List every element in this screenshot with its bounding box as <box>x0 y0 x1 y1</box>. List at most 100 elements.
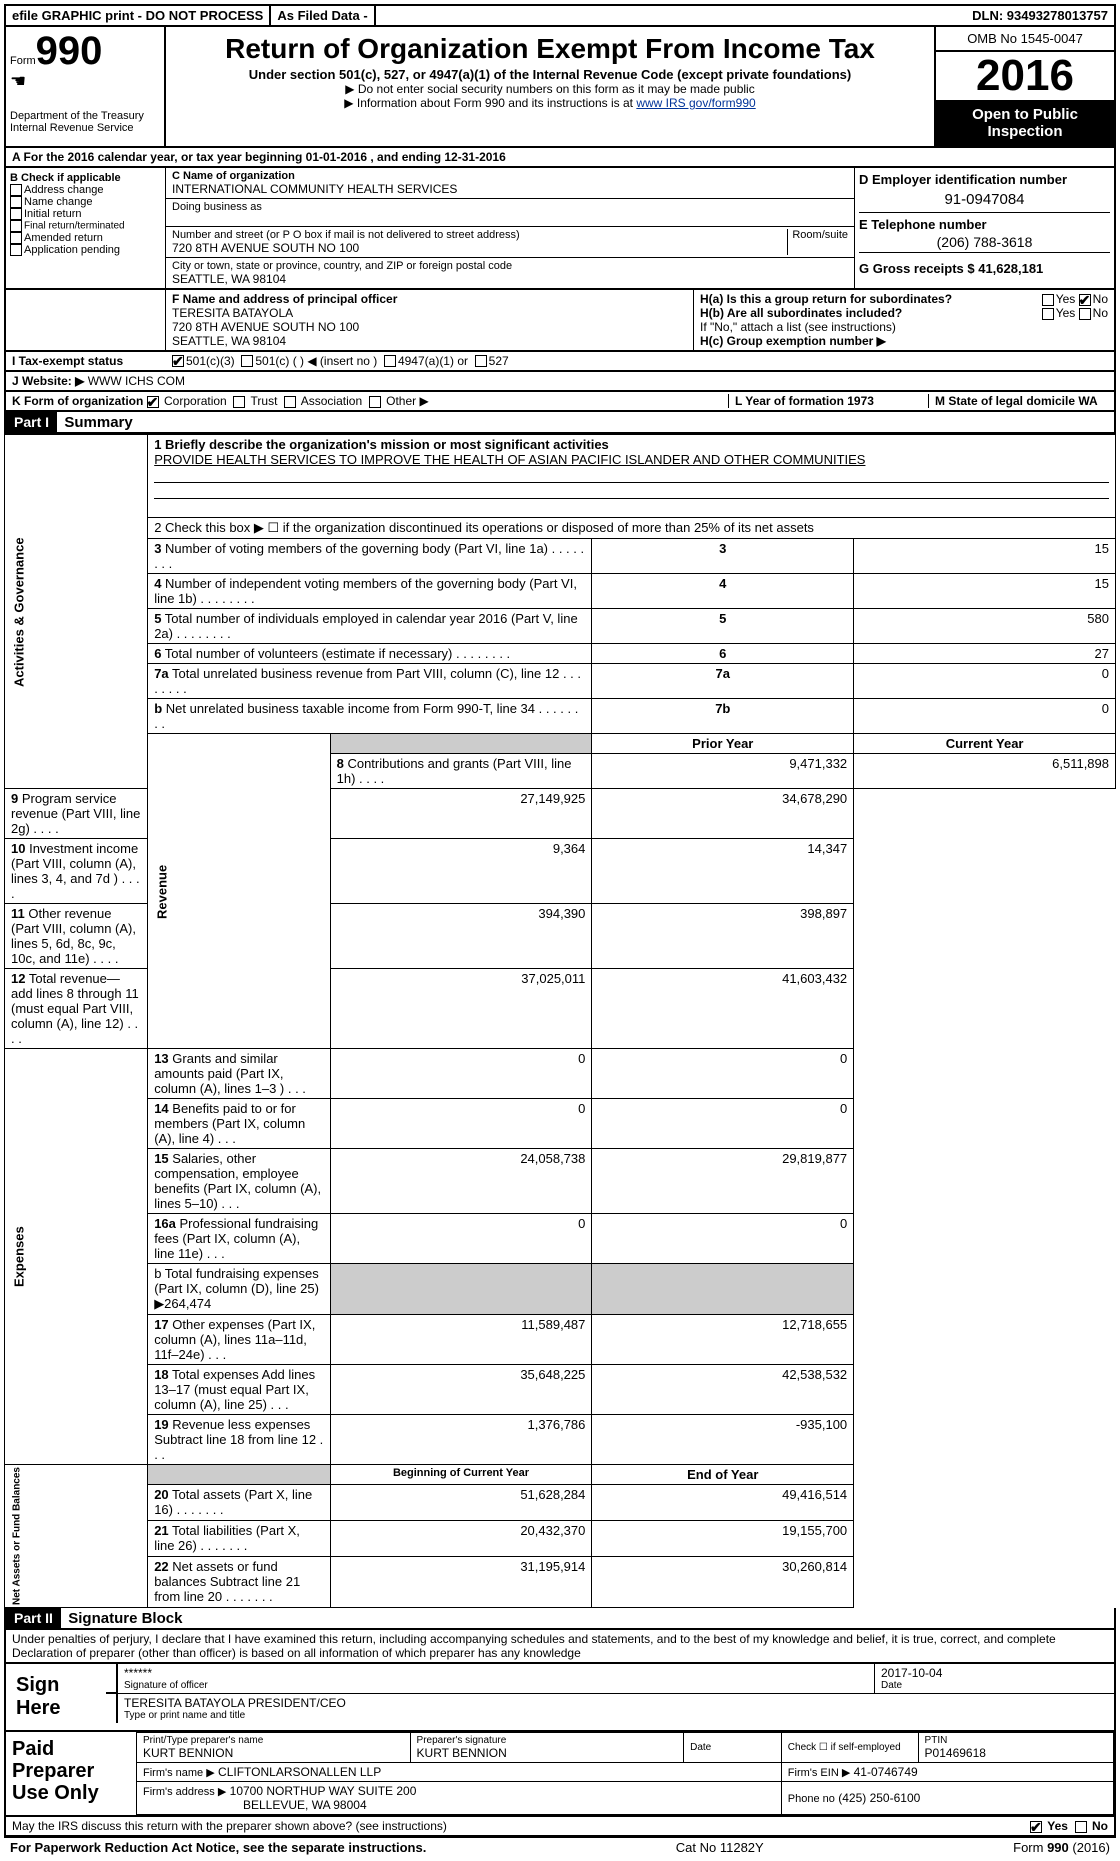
firm-ein: 41-0746749 <box>854 1765 918 1779</box>
efile-label: efile GRAPHIC print - DO NOT PROCESS <box>6 6 271 25</box>
prep-check-self[interactable]: Check ☐ if self-employed <box>781 1733 918 1763</box>
exp-curr-17: 12,718,655 <box>592 1315 854 1365</box>
ha-yes[interactable]: Yes <box>1056 292 1076 306</box>
exp-line-16a: 16a Professional fundraising fees (Part … <box>148 1214 330 1264</box>
exp-prior-14: 0 <box>330 1099 592 1149</box>
rev-prior-11: 394,390 <box>330 904 592 969</box>
org-name-label: C Name of organization <box>172 170 848 182</box>
firm-name: CLIFTONLARSONALLEN LLP <box>218 1765 381 1779</box>
prep-name: KURT BENNION <box>143 1746 404 1760</box>
paid-preparer-block: Paid Preparer Use Only Print/Type prepar… <box>4 1732 1116 1817</box>
line-j: J Website: ▶ WWW ICHS COM <box>4 372 1116 392</box>
part-ii-num: Part II <box>6 1608 61 1628</box>
h-c: H(c) Group exemption number ▶ <box>700 334 1108 348</box>
rev-line-10: 10 Investment income (Part VIII, column … <box>5 839 148 904</box>
discuss-text: May the IRS discuss this return with the… <box>12 1819 447 1833</box>
chk-name-change[interactable]: Name change <box>24 196 93 208</box>
chk-final-return[interactable]: Final return/terminated <box>24 221 125 232</box>
state-domicile: M State of legal domicile WA <box>928 394 1108 408</box>
chk-501c[interactable] <box>241 355 253 367</box>
hb-yes[interactable]: Yes <box>1056 306 1076 320</box>
footer: For Paperwork Reduction Act Notice, see … <box>4 1838 1116 1857</box>
discuss-yes: Yes <box>1047 1819 1068 1833</box>
gov-val-5: 580 <box>854 609 1116 644</box>
gov-box-7b: 7b <box>592 699 854 734</box>
box-b: B Check if applicable Address change Nam… <box>6 168 166 288</box>
hb-no[interactable]: No <box>1093 306 1108 320</box>
chk-other[interactable] <box>369 396 381 408</box>
irs-label: Internal Revenue Service <box>10 122 160 134</box>
discuss-yes-chk[interactable] <box>1030 1821 1042 1833</box>
exp-line-13: 13 Grants and similar amounts paid (Part… <box>148 1049 330 1099</box>
side-net-assets: Net Assets or Fund Balances <box>5 1465 148 1608</box>
opt-501c3: 501(c)(3) <box>186 354 235 368</box>
box-deg: D Employer identification number 91-0947… <box>854 168 1114 288</box>
side-expenses: Expenses <box>5 1049 148 1465</box>
firm-phone-label: Phone no <box>788 1793 835 1805</box>
h-a: H(a) Is this a group return for subordin… <box>700 292 952 306</box>
paid-preparer-label: Paid Preparer Use Only <box>6 1732 136 1815</box>
officer-addr1: 720 8TH AVENUE SOUTH NO 100 <box>172 320 687 334</box>
sign-here-label: Sign Here <box>6 1664 106 1730</box>
chk-assoc[interactable] <box>284 396 296 408</box>
tax-year: 2016 <box>936 52 1114 100</box>
h-b: H(b) Are all subordinates included? <box>700 306 902 320</box>
box-c: C Name of organization INTERNATIONAL COM… <box>166 168 854 288</box>
exp-prior-13: 0 <box>330 1049 592 1099</box>
line-klm: K Form of organization Corporation Trust… <box>4 392 1116 412</box>
exp-prior-16a: 0 <box>330 1214 592 1264</box>
chk-corp[interactable] <box>147 396 159 408</box>
ha-no[interactable]: No <box>1093 292 1108 306</box>
exp-line-15: 15 Salaries, other compensation, employe… <box>148 1149 330 1214</box>
rev-line-8: 8 Contributions and grants (Part VIII, l… <box>330 754 592 789</box>
gov-line-5: 5 Total number of individuals employed i… <box>148 609 592 644</box>
rev-curr-10: 14,347 <box>592 839 854 904</box>
opt-corp: Corporation <box>164 394 227 408</box>
sig-stars: ****** <box>124 1666 868 1680</box>
form-org-label: K Form of organization <box>12 394 143 408</box>
gross-receipts: G Gross receipts $ 41,628,181 <box>859 261 1110 276</box>
form-subtitle: Under section 501(c), 527, or 4947(a)(1)… <box>174 67 926 82</box>
opt-527: 527 <box>489 354 509 368</box>
form-header: Form990 ☚ Department of the Treasury Int… <box>4 27 1116 148</box>
room-label: Room/suite <box>787 229 848 255</box>
chk-initial-return[interactable]: Initial return <box>24 208 81 220</box>
chk-527[interactable] <box>475 355 487 367</box>
line-2: 2 Check this box ▶ ☐ if the organization… <box>148 518 1116 539</box>
rev-line-9: 9 Program service revenue (Part VIII, li… <box>5 789 148 839</box>
gov-box-6: 6 <box>592 644 854 664</box>
city-label: City or town, state or province, country… <box>172 260 848 272</box>
rev-prior-12: 37,025,011 <box>330 969 592 1049</box>
chk-address-change[interactable]: Address change <box>24 184 104 196</box>
discuss-no-chk[interactable] <box>1075 1821 1087 1833</box>
net-line-20: 20 Total assets (Part X, line 16) . . . … <box>148 1485 330 1521</box>
phone-value: (206) 788-3618 <box>859 232 1110 253</box>
discuss-row: May the IRS discuss this return with the… <box>4 1817 1116 1838</box>
chk-4947[interactable] <box>384 355 396 367</box>
pra-notice: For Paperwork Reduction Act Notice, see … <box>10 1840 426 1855</box>
chk-501c3[interactable] <box>172 355 184 367</box>
part-i-title: Summary <box>64 414 132 431</box>
chk-amended-return[interactable]: Amended return <box>24 232 103 244</box>
gov-val-7b: 0 <box>854 699 1116 734</box>
gov-val-4: 15 <box>854 574 1116 609</box>
gov-val-3: 15 <box>854 539 1116 574</box>
gov-line-4: 4 Number of independent voting members o… <box>148 574 592 609</box>
rev-curr-11: 398,897 <box>592 904 854 969</box>
chk-application-pending[interactable]: Application pending <box>24 244 120 256</box>
rev-line-11: 11 Other revenue (Part VIII, column (A),… <box>5 904 148 969</box>
sig-date: 2017-10-04 <box>881 1666 1108 1680</box>
chk-trust[interactable] <box>233 396 245 408</box>
officer-label: F Name and address of principal officer <box>172 292 687 306</box>
exp-curr-16a: 0 <box>592 1214 854 1264</box>
firm-name-label: Firm's name ▶ <box>143 1767 215 1779</box>
sig-name-label: Type or print name and title <box>124 1710 1108 1721</box>
form-note2: ▶ Information about Form 990 and its ins… <box>344 96 636 110</box>
dln-label: DLN: 93493278013757 <box>966 6 1114 25</box>
exp-line-17: 17 Other expenses (Part IX, column (A), … <box>148 1315 330 1365</box>
part-i-num: Part I <box>6 412 57 432</box>
line-i: I Tax-exempt status 501(c)(3) 501(c) ( )… <box>4 352 1116 372</box>
irs-link[interactable]: www IRS gov/form990 <box>636 96 755 110</box>
firm-ein-label: Firm's EIN ▶ <box>788 1767 851 1779</box>
exp-prior-18: 35,648,225 <box>330 1365 592 1415</box>
